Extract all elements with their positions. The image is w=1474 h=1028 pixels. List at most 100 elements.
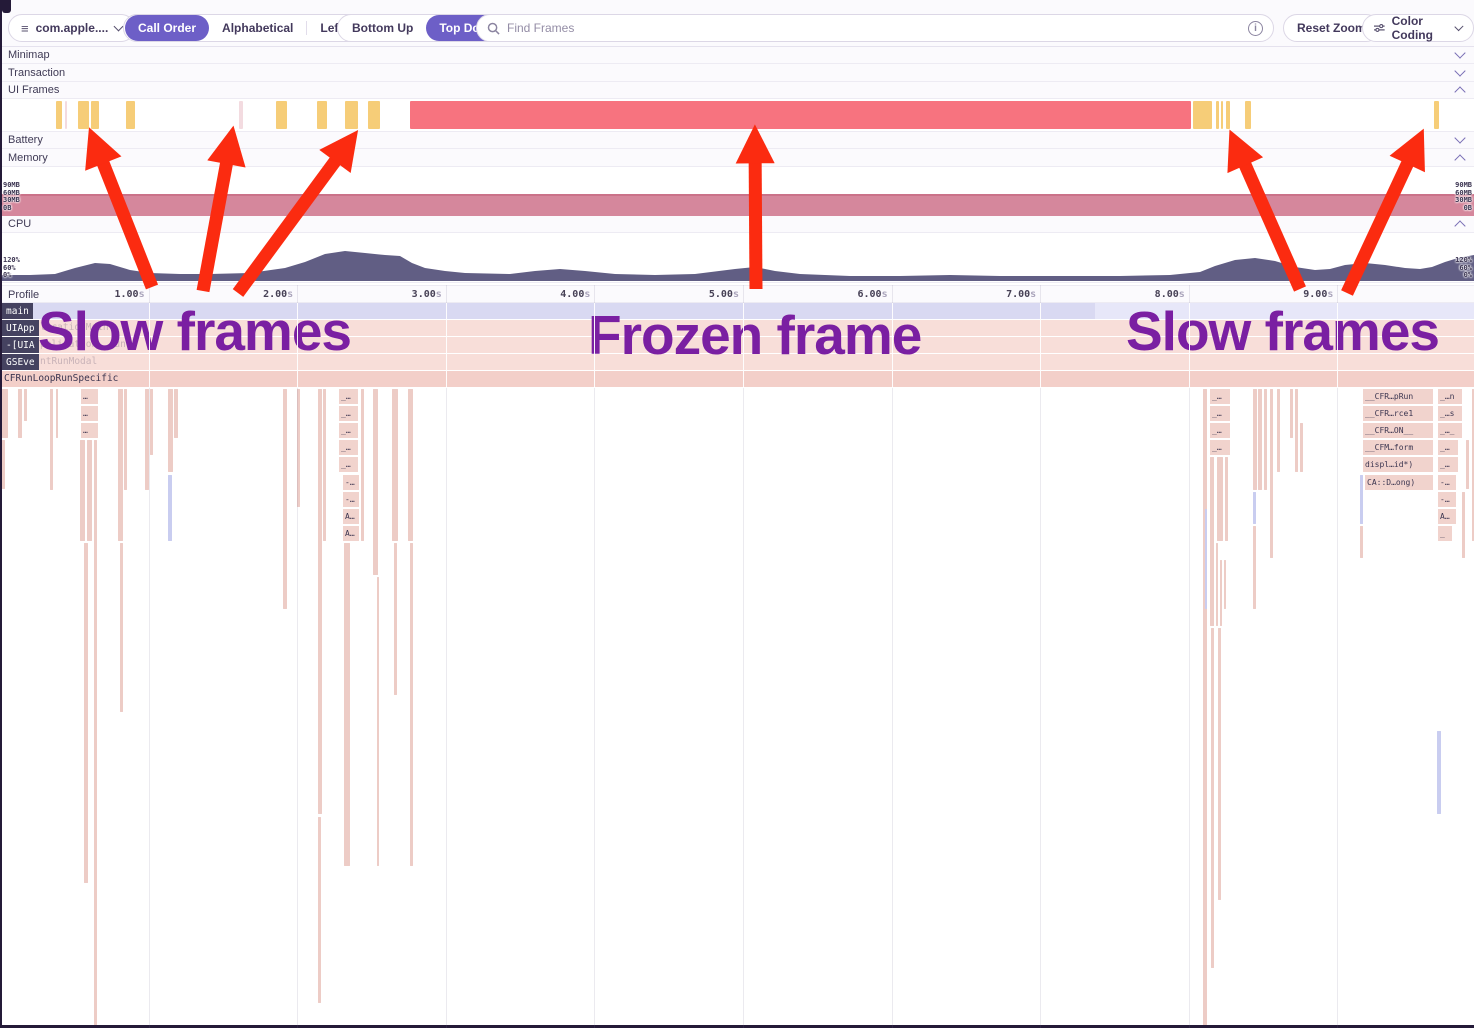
flame-cell-labeled[interactable]: CA::D…ong) xyxy=(1364,474,1433,490)
flame-cell-labeled[interactable]: _… xyxy=(338,457,358,473)
flame-cell[interactable] xyxy=(1220,560,1222,627)
frame-name-chip[interactable]: -[UIA xyxy=(2,337,39,353)
chevron-down-icon[interactable] xyxy=(1454,132,1466,144)
flame-cell[interactable] xyxy=(145,389,149,490)
flame-cell[interactable] xyxy=(1290,389,1293,439)
flame-cell[interactable] xyxy=(118,389,123,541)
flame-cell[interactable] xyxy=(1437,731,1441,815)
flame-cell[interactable] xyxy=(80,440,85,541)
flame-cell-labeled[interactable]: _ xyxy=(1437,525,1452,541)
flame-cell[interactable] xyxy=(1264,389,1267,490)
find-frames-searchbox[interactable]: i xyxy=(476,14,1274,42)
flame-cell[interactable] xyxy=(323,389,326,541)
flame-row[interactable]: CFRunLoopRunSpecific xyxy=(0,371,1474,387)
flame-cell[interactable] xyxy=(344,542,350,866)
slow-frame-bar[interactable] xyxy=(65,101,67,129)
flame-cell[interactable] xyxy=(394,542,397,695)
chevron-down-icon[interactable] xyxy=(1454,64,1466,77)
flame-cell[interactable] xyxy=(1258,389,1262,490)
flame-cell-labeled[interactable]: A… xyxy=(342,525,359,541)
slow-frame-bar[interactable] xyxy=(78,101,89,129)
flame-cell-labeled[interactable]: … xyxy=(80,406,98,422)
cpu-section-header[interactable]: CPU xyxy=(0,216,1474,233)
search-input[interactable] xyxy=(507,21,1248,35)
memory-section-header[interactable]: Memory xyxy=(0,149,1474,167)
flame-cell[interactable] xyxy=(373,389,378,575)
flame-row[interactable]: pplication _run] -[UIA xyxy=(0,337,1474,353)
flame-cell[interactable] xyxy=(124,389,127,490)
flame-cell[interactable] xyxy=(174,389,178,439)
flame-cell[interactable] xyxy=(1300,423,1303,473)
slow-frame-bar[interactable] xyxy=(1226,101,1230,129)
flame-cell[interactable] xyxy=(94,440,97,1028)
flame-cell-labeled[interactable]: _…s xyxy=(1437,406,1462,422)
flame-cell-labeled[interactable]: … xyxy=(80,389,98,404)
flame-cell[interactable] xyxy=(408,389,413,541)
flame-cell[interactable] xyxy=(1253,491,1256,524)
flame-cell[interactable] xyxy=(84,542,88,883)
flame-cell-labeled[interactable]: _… xyxy=(1209,423,1230,439)
flame-cell[interactable] xyxy=(50,389,53,490)
flame-row[interactable]: licationMain UIApp xyxy=(0,320,1474,336)
flame-cell[interactable] xyxy=(1218,628,1221,900)
flame-cell[interactable] xyxy=(318,389,322,815)
flame-cell-labeled[interactable]: _… xyxy=(1209,440,1230,456)
slow-frame-bar[interactable] xyxy=(1245,101,1251,129)
slow-frame-bar[interactable] xyxy=(345,101,358,129)
sort-call-order-button[interactable]: Call Order xyxy=(125,15,210,41)
flame-cell[interactable] xyxy=(1270,389,1273,558)
ui-frames-section-header[interactable]: UI Frames xyxy=(0,82,1474,99)
battery-section-header[interactable]: Battery xyxy=(0,132,1474,149)
flame-cell[interactable] xyxy=(1277,389,1280,473)
flame-cell[interactable] xyxy=(1217,457,1223,541)
slow-frame-bar[interactable] xyxy=(1434,101,1439,129)
flame-cell[interactable] xyxy=(1224,560,1226,610)
chevron-up-icon[interactable] xyxy=(1454,220,1466,232)
frame-name-chip[interactable]: main xyxy=(2,303,33,319)
flamechart[interactable]: main licationMain UIApp pplication _run] -[U… xyxy=(0,303,1474,1028)
flame-cell[interactable] xyxy=(150,389,153,456)
flame-cell[interactable] xyxy=(168,389,173,473)
flame-cell[interactable] xyxy=(1295,389,1298,473)
info-icon[interactable]: i xyxy=(1248,20,1263,36)
flame-cell-labeled[interactable]: _… xyxy=(1437,457,1458,473)
flame-cell[interactable] xyxy=(18,389,22,439)
flame-cell[interactable] xyxy=(1225,457,1228,541)
transaction-section-header[interactable]: Transaction xyxy=(0,64,1474,82)
flame-row[interactable]: ntRunModal GSEve xyxy=(0,354,1474,370)
flame-cell[interactable] xyxy=(56,389,58,439)
minimap-section-header[interactable]: Minimap xyxy=(0,47,1474,64)
flame-cell[interactable] xyxy=(297,389,300,507)
flame-cell[interactable] xyxy=(1466,440,1469,490)
memory-usage-band[interactable] xyxy=(0,194,1474,216)
flame-cell-labeled[interactable]: … xyxy=(80,423,98,439)
slow-frame-bar[interactable] xyxy=(1216,101,1219,129)
flame-cell[interactable] xyxy=(1472,389,1474,541)
cpu-area-chart[interactable] xyxy=(0,233,1474,283)
flame-cell[interactable] xyxy=(1212,542,1214,627)
sort-alphabetical-button[interactable]: Alphabetical xyxy=(222,21,294,35)
flame-cell[interactable] xyxy=(377,577,379,866)
flame-cell-labeled[interactable]: -… xyxy=(342,491,359,507)
flame-cell-labeled[interactable]: _… xyxy=(1437,440,1458,456)
flame-cell-labeled[interactable]: -… xyxy=(1437,474,1456,490)
frame-name-chip[interactable]: UIApp xyxy=(2,320,39,336)
flame-cell[interactable] xyxy=(2,389,8,439)
flame-cell-labeled[interactable]: _… xyxy=(338,423,358,439)
flame-cell[interactable] xyxy=(1360,525,1363,558)
flame-cell[interactable] xyxy=(168,474,172,541)
slow-frame-bar[interactable] xyxy=(317,101,327,129)
chevron-down-icon[interactable] xyxy=(1454,47,1466,59)
flame-cell-labeled[interactable]: _… xyxy=(338,389,358,404)
flame-cell-labeled[interactable]: -… xyxy=(1437,491,1456,507)
flame-cell-labeled[interactable]: _… xyxy=(1209,406,1230,422)
flame-cell[interactable] xyxy=(318,816,321,1003)
flame-cell-labeled[interactable]: _… xyxy=(338,440,358,456)
slow-frame-bar[interactable] xyxy=(368,101,380,129)
flame-cell[interactable] xyxy=(24,389,27,422)
flame-cell-labeled[interactable]: -… xyxy=(342,474,359,490)
flame-cell[interactable] xyxy=(1360,474,1363,524)
chevron-up-icon[interactable] xyxy=(1454,153,1466,166)
color-coding-dropdown[interactable]: Color Coding xyxy=(1362,14,1474,42)
slow-frame-bar[interactable] xyxy=(1221,101,1223,129)
